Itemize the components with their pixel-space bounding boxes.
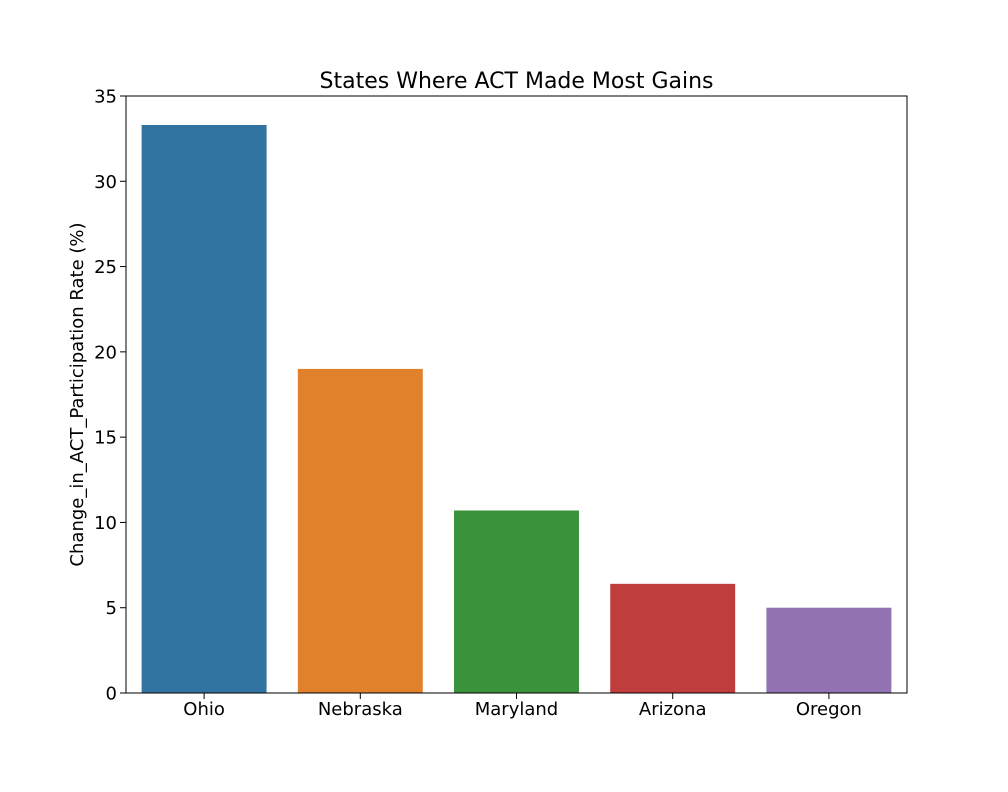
x-tick-label: Nebraska [318, 699, 403, 720]
plot-frame [125, 95, 908, 694]
y-tick-label: 15 [94, 428, 117, 449]
bar-oregon [766, 607, 892, 693]
bar-maryland [454, 510, 579, 693]
chart-title: States Where ACT Made Most Gains [320, 69, 714, 94]
y-tick-label: 5 [106, 598, 117, 619]
y-tick-label: 30 [94, 172, 117, 193]
y-axis-label: Change_in_ACT_Participation Rate (%) [67, 222, 88, 566]
y-tick-label: 20 [94, 342, 117, 363]
x-tick-label: Arizona [639, 699, 707, 720]
bar-arizona [610, 583, 736, 693]
bar-nebraska [297, 368, 423, 693]
x-tick-label: Maryland [475, 699, 558, 720]
bar-ohio [141, 124, 267, 694]
x-axis-ticks: Ohio Nebraska Maryland Arizona Oregon [183, 693, 862, 720]
y-tick-label: 10 [94, 513, 117, 534]
y-axis-ticks: 0 5 10 15 20 25 30 35 [94, 87, 126, 705]
y-tick-label: 25 [94, 257, 117, 278]
x-tick-label: Ohio [183, 699, 225, 720]
y-tick-label: 35 [94, 87, 117, 108]
y-tick-label: 0 [106, 684, 117, 705]
bars [141, 124, 892, 694]
x-tick-label: Oregon [796, 699, 862, 720]
